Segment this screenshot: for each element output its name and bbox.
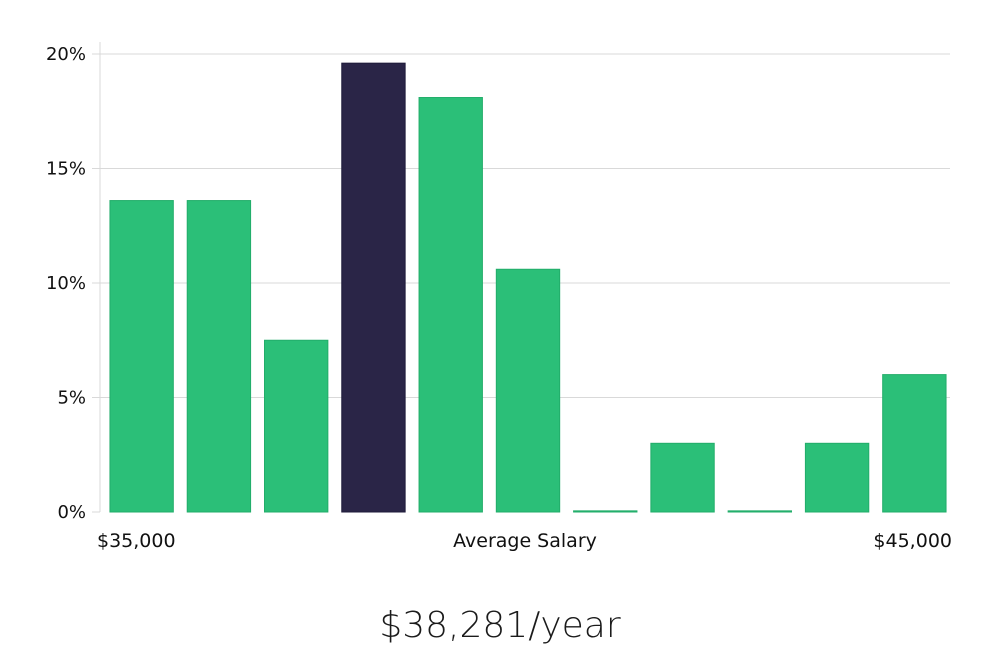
bar bbox=[882, 374, 947, 513]
bar bbox=[804, 442, 870, 513]
salary-histogram: 0% 5% 10% 15% 20% $35,000 Average Salary $45… bbox=[46, 42, 952, 552]
x-max-label: $45,000 bbox=[873, 530, 952, 552]
y-tick-label: 10% bbox=[46, 273, 86, 294]
average-salary-value: $38,281/year bbox=[379, 605, 621, 646]
bar bbox=[650, 442, 715, 513]
bars bbox=[109, 62, 947, 513]
y-tick-label: 20% bbox=[46, 44, 86, 65]
bar-highlighted bbox=[341, 62, 406, 513]
bar bbox=[573, 510, 638, 513]
bar bbox=[418, 97, 483, 513]
bar bbox=[264, 339, 329, 513]
y-axis-ticks: 0% 5% 10% 15% 20% bbox=[46, 44, 100, 523]
bar bbox=[727, 510, 792, 513]
bar bbox=[186, 200, 252, 513]
bar bbox=[109, 200, 174, 513]
x-min-label: $35,000 bbox=[97, 530, 176, 552]
x-axis-title: Average Salary bbox=[453, 530, 597, 552]
y-tick-label: 5% bbox=[57, 388, 86, 409]
y-tick-label: 15% bbox=[46, 159, 86, 180]
y-tick-label: 0% bbox=[57, 502, 86, 523]
bar bbox=[495, 268, 561, 513]
